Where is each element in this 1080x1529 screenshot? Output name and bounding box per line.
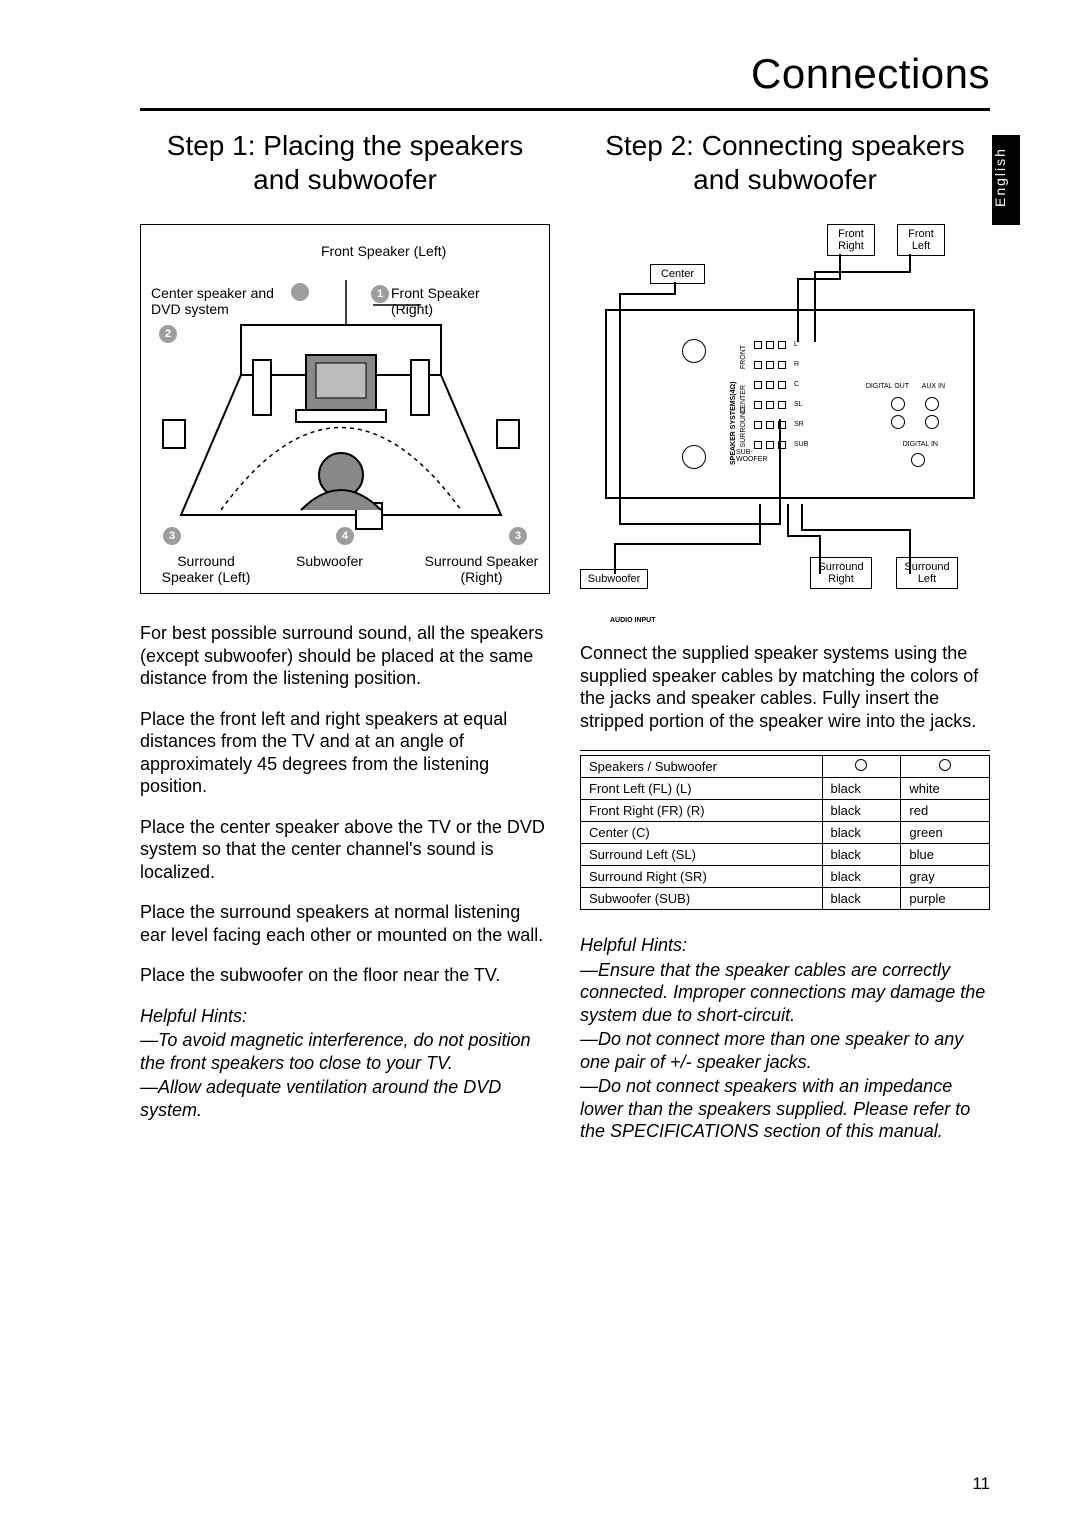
term-r: R: [794, 361, 799, 368]
page-title: Connections: [140, 50, 990, 98]
column-step2: Step 2: Connecting speakers and subwoofe…: [580, 129, 990, 1145]
jack-icon: [891, 415, 905, 429]
step2-hint-3: —Do not connect speakers with an impedan…: [580, 1075, 990, 1143]
column-step1: Step 1: Placing the speakers and subwoof…: [140, 129, 550, 1145]
label-digital-in: DIGITAL IN: [903, 441, 938, 448]
step1-diagram: Front Speaker (Left) Center speaker and …: [140, 224, 550, 594]
step2-hint-1: —Ensure that the speaker cables are corr…: [580, 959, 990, 1027]
label-speaker-systems: SPEAKER SYSTEMS(4Ω): [730, 347, 737, 465]
box-surround-left: Surround Left: [896, 557, 958, 589]
th-name: Speakers / Subwoofer: [581, 756, 823, 778]
step1-heading: Step 1: Placing the speakers and subwoof…: [140, 129, 550, 196]
box-subwoofer: Subwoofer: [580, 569, 648, 589]
step2-hints-title: Helpful Hints:: [580, 934, 990, 957]
label-aux-in: AUX IN: [922, 383, 945, 390]
step2-hints: Helpful Hints: —Ensure that the speaker …: [580, 934, 990, 1143]
jack-icon: [911, 453, 925, 467]
grp-front: FRONT: [740, 345, 747, 369]
jack-icon: [925, 415, 939, 429]
box-center: Center: [650, 264, 705, 284]
step1-p1: For best possible surround sound, all th…: [140, 622, 550, 690]
th-minus-icon: [901, 756, 990, 778]
th-plus-icon: [822, 756, 901, 778]
table-row: Subwoofer (SUB)blackpurple: [581, 888, 990, 910]
step2-intro-text: Connect the supplied speaker systems usi…: [580, 642, 990, 732]
box-front-right: Front Right: [827, 224, 875, 256]
grp-sub: SUB- WOOFER: [736, 449, 762, 463]
step2-heading: Step 2: Connecting speakers and subwoofe…: [580, 129, 990, 196]
room-illustration: [141, 225, 549, 593]
title-rule: [140, 108, 990, 111]
term-c: C: [794, 381, 799, 388]
step2-intro: Connect the supplied speaker systems usi…: [580, 642, 990, 732]
step2-hint-2: —Do not connect more than one speaker to…: [580, 1028, 990, 1073]
table-row: Front Right (FR) (R)blackred: [581, 800, 990, 822]
step1-text: For best possible surround sound, all th…: [140, 622, 550, 987]
term-sr: SR: [794, 421, 804, 428]
step1-hint-1: —To avoid magnetic interference, do not …: [140, 1029, 550, 1074]
term-sl: SL: [794, 401, 803, 408]
box-surround-right: Surround Right: [810, 557, 872, 589]
table-top-rule: [580, 750, 990, 751]
step1-hint-2: —Allow adequate ventilation around the D…: [140, 1076, 550, 1121]
table-row: Center (C)blackgreen: [581, 822, 990, 844]
table-row: Front Left (FL) (L)blackwhite: [581, 778, 990, 800]
step2-diagram: Front Right Front Left Center Subwoofer …: [580, 224, 990, 624]
table-row: Surround Right (SR)blackgray: [581, 866, 990, 888]
speaker-color-table: Speakers / Subwoofer Front Left (FL) (L)…: [580, 755, 990, 910]
jack-icon: [925, 397, 939, 411]
page-number: 11: [972, 1474, 990, 1494]
rear-panel: SPEAKER SYSTEMS(4Ω) FRONT CENTER SURROUN…: [605, 309, 975, 499]
table-row: Surround Left (SL)blackblue: [581, 844, 990, 866]
screw-icon: [682, 445, 706, 469]
step1-p5: Place the subwoofer on the floor near th…: [140, 964, 550, 987]
screw-icon: [682, 339, 706, 363]
jack-icon: [891, 397, 905, 411]
step1-hints: Helpful Hints: —To avoid magnetic interf…: [140, 1005, 550, 1122]
grp-surround: SURROUND: [740, 407, 747, 447]
step1-hints-title: Helpful Hints:: [140, 1005, 550, 1028]
label-digital-out: DIGITAL OUT: [866, 383, 909, 390]
term-l: L: [794, 341, 798, 348]
term-sub: SUB: [794, 441, 808, 448]
label-audio-input: AUDIO INPUT: [610, 617, 656, 624]
step1-p3: Place the center speaker above the TV or…: [140, 816, 550, 884]
step1-p2: Place the front left and right speakers …: [140, 708, 550, 798]
box-front-left: Front Left: [897, 224, 945, 256]
language-tab: English: [992, 135, 1020, 225]
step1-p4: Place the surround speakers at normal li…: [140, 901, 550, 946]
